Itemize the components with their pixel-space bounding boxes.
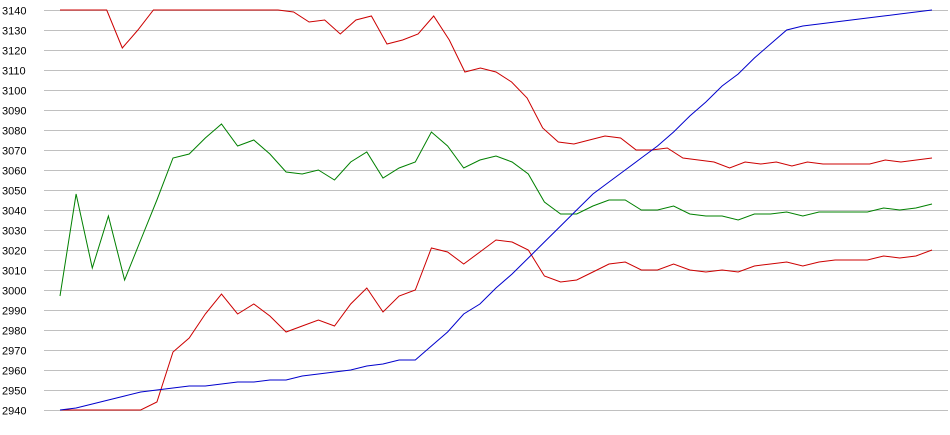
y-tick-label-3060: 3060 [2,166,26,178]
y-tick-label-2950: 2950 [2,386,26,398]
series-line-green [59,123,933,297]
y-tick-label-3130: 3130 [2,26,26,38]
y-tick-label-3010: 3010 [2,266,26,278]
y-tick-label-2960: 2960 [2,366,26,378]
y-tick-label-3090: 3090 [2,106,26,118]
series-line-upper-red [60,9,933,169]
y-tick-label-3030: 3030 [2,226,26,238]
y-tick-label-3020: 3020 [2,246,26,258]
y-tick-label-2990: 2990 [2,306,26,318]
y-axis-tick-labels: 3140 3130 3120 3110 3100 3090 3080 3070 3060 3050… [2,6,26,418]
y-tick-label-2980: 2980 [2,326,26,338]
gridlines [44,10,948,411]
series-lines [59,9,933,411]
y-tick-label-3000: 3000 [2,286,26,298]
y-tick-label-3080: 3080 [2,126,26,138]
y-tick-label-3050: 3050 [2,186,26,198]
y-tick-label-3120: 3120 [2,46,26,58]
y-tick-label-3140: 3140 [2,6,26,18]
y-tick-label-3040: 3040 [2,206,26,218]
y-tick-label-3100: 3100 [2,86,26,98]
series-line-blue [59,9,933,411]
y-tick-label-2970: 2970 [2,346,26,358]
y-tick-label-3110: 3110 [2,66,26,78]
y-tick-label-3070: 3070 [2,146,26,158]
y-tick-label-2940: 2940 [2,406,26,418]
series-line-lower-red [60,239,933,411]
